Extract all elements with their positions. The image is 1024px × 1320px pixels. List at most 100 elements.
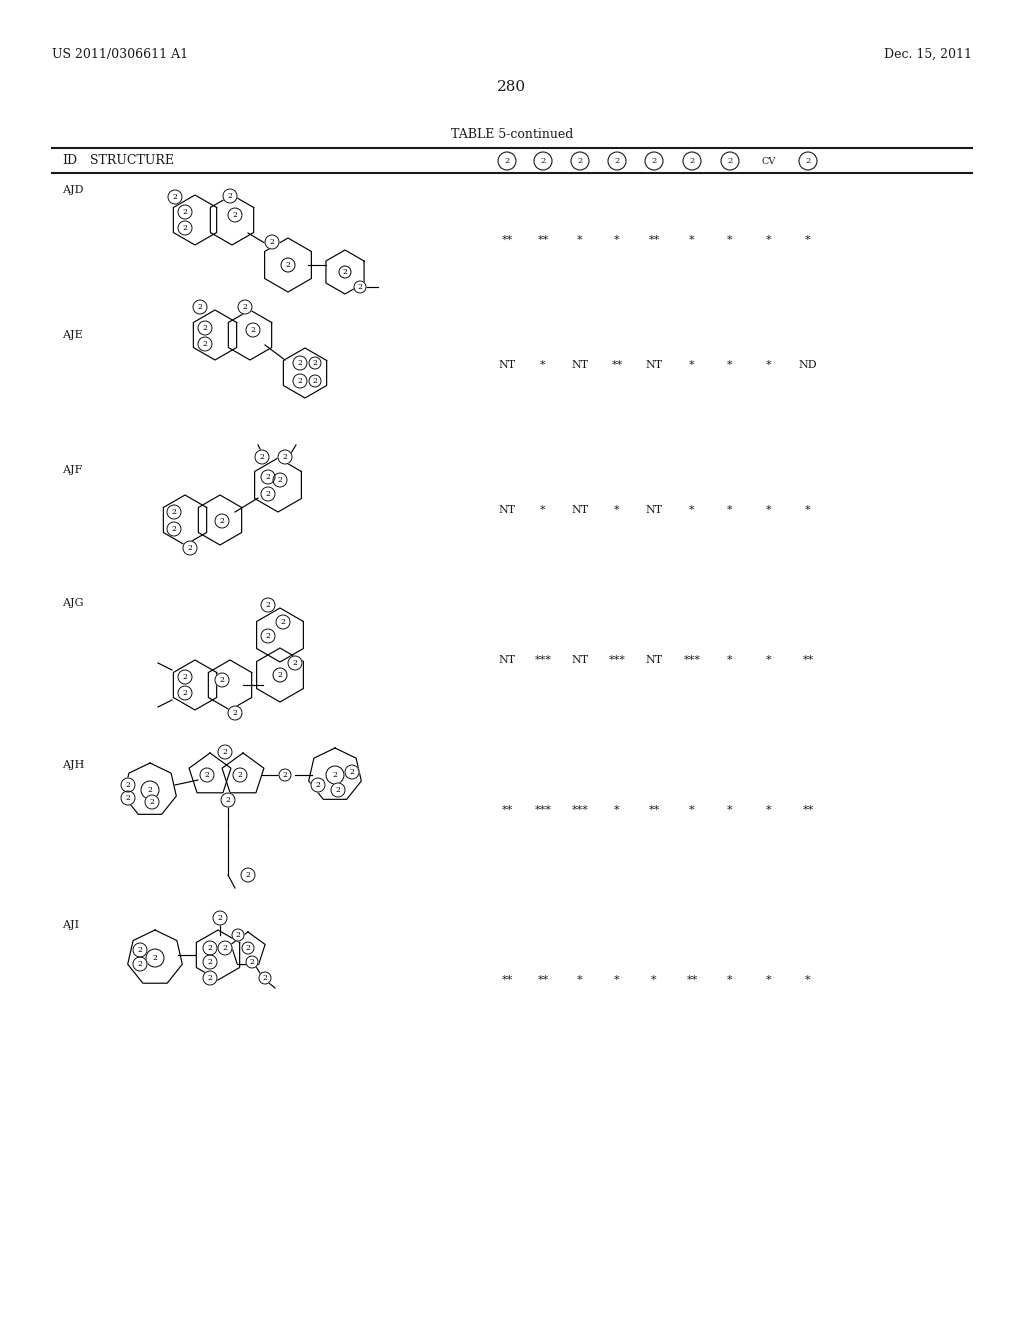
Text: AJH: AJH xyxy=(62,760,84,770)
Circle shape xyxy=(309,356,321,370)
Text: 2: 2 xyxy=(727,157,732,165)
Circle shape xyxy=(326,766,344,784)
Text: *: * xyxy=(766,655,772,665)
Text: *: * xyxy=(727,506,733,515)
Text: 2: 2 xyxy=(298,359,302,367)
Text: AJI: AJI xyxy=(62,920,79,931)
Text: *: * xyxy=(727,655,733,665)
Text: 2: 2 xyxy=(343,268,347,276)
Text: 2: 2 xyxy=(278,477,283,484)
Text: *: * xyxy=(614,506,620,515)
Text: 2: 2 xyxy=(187,544,193,552)
Circle shape xyxy=(261,487,275,502)
Text: ***: *** xyxy=(535,805,552,814)
Circle shape xyxy=(233,768,247,781)
Circle shape xyxy=(261,630,275,643)
Circle shape xyxy=(168,190,182,205)
Circle shape xyxy=(683,152,701,170)
Text: *: * xyxy=(727,975,733,985)
Text: NT: NT xyxy=(499,360,515,370)
Text: *: * xyxy=(651,975,656,985)
Circle shape xyxy=(278,450,292,465)
Text: STRUCTURE: STRUCTURE xyxy=(90,154,174,168)
Text: 2: 2 xyxy=(293,659,297,667)
Circle shape xyxy=(215,513,229,528)
Text: **: ** xyxy=(648,805,659,814)
Circle shape xyxy=(276,615,290,630)
Text: 2: 2 xyxy=(349,768,354,776)
Circle shape xyxy=(238,300,252,314)
Text: **: ** xyxy=(686,975,697,985)
Text: *: * xyxy=(805,506,811,515)
Circle shape xyxy=(311,777,325,792)
Circle shape xyxy=(183,541,197,554)
Text: 2: 2 xyxy=(357,282,362,290)
Circle shape xyxy=(345,766,359,779)
Text: 2: 2 xyxy=(150,799,155,807)
Circle shape xyxy=(232,929,244,941)
Text: 2: 2 xyxy=(286,261,291,269)
Circle shape xyxy=(273,473,287,487)
Circle shape xyxy=(799,152,817,170)
Circle shape xyxy=(203,954,217,969)
Circle shape xyxy=(178,671,193,684)
Text: ID: ID xyxy=(62,154,77,168)
Text: 2: 2 xyxy=(238,771,243,779)
Circle shape xyxy=(178,220,193,235)
Text: ND: ND xyxy=(799,360,817,370)
Text: 2: 2 xyxy=(243,304,248,312)
Text: *: * xyxy=(727,360,733,370)
Circle shape xyxy=(193,300,207,314)
Text: *: * xyxy=(578,975,583,985)
Text: AJF: AJF xyxy=(62,465,82,475)
Text: 2: 2 xyxy=(578,157,583,165)
Circle shape xyxy=(145,795,159,809)
Text: ***: *** xyxy=(684,655,700,665)
Text: *: * xyxy=(766,506,772,515)
Text: 2: 2 xyxy=(182,673,187,681)
Circle shape xyxy=(223,189,237,203)
Text: 2: 2 xyxy=(262,974,267,982)
Text: NT: NT xyxy=(645,506,663,515)
Circle shape xyxy=(571,152,589,170)
Text: 2: 2 xyxy=(172,525,176,533)
Text: NT: NT xyxy=(571,360,589,370)
Text: NT: NT xyxy=(645,655,663,665)
Text: *: * xyxy=(689,805,695,814)
Text: 2: 2 xyxy=(236,931,241,939)
Text: 2: 2 xyxy=(689,157,694,165)
Text: *: * xyxy=(689,360,695,370)
Circle shape xyxy=(198,337,212,351)
Circle shape xyxy=(242,942,254,954)
Text: NT: NT xyxy=(571,655,589,665)
Text: *: * xyxy=(766,805,772,814)
Text: 2: 2 xyxy=(614,157,620,165)
Text: 2: 2 xyxy=(251,326,255,334)
Circle shape xyxy=(228,706,242,719)
Circle shape xyxy=(203,941,217,954)
Circle shape xyxy=(213,911,227,925)
Circle shape xyxy=(265,235,279,249)
Text: 2: 2 xyxy=(172,508,176,516)
Circle shape xyxy=(331,783,345,797)
Text: **: ** xyxy=(502,975,513,985)
Text: 2: 2 xyxy=(208,944,212,952)
Text: 280: 280 xyxy=(498,81,526,94)
Text: 2: 2 xyxy=(312,378,317,385)
Circle shape xyxy=(203,972,217,985)
Text: 2: 2 xyxy=(336,785,340,795)
Text: 2: 2 xyxy=(315,781,321,789)
Circle shape xyxy=(146,949,164,968)
Text: 2: 2 xyxy=(173,193,177,201)
Text: **: ** xyxy=(611,360,623,370)
Text: 2: 2 xyxy=(137,946,142,954)
Text: 2: 2 xyxy=(283,453,288,461)
Circle shape xyxy=(246,323,260,337)
Circle shape xyxy=(218,744,232,759)
Circle shape xyxy=(218,941,232,954)
Text: 2: 2 xyxy=(182,209,187,216)
Text: 2: 2 xyxy=(278,671,283,678)
Text: *: * xyxy=(614,975,620,985)
Text: 2: 2 xyxy=(203,341,208,348)
Text: 2: 2 xyxy=(232,709,238,717)
